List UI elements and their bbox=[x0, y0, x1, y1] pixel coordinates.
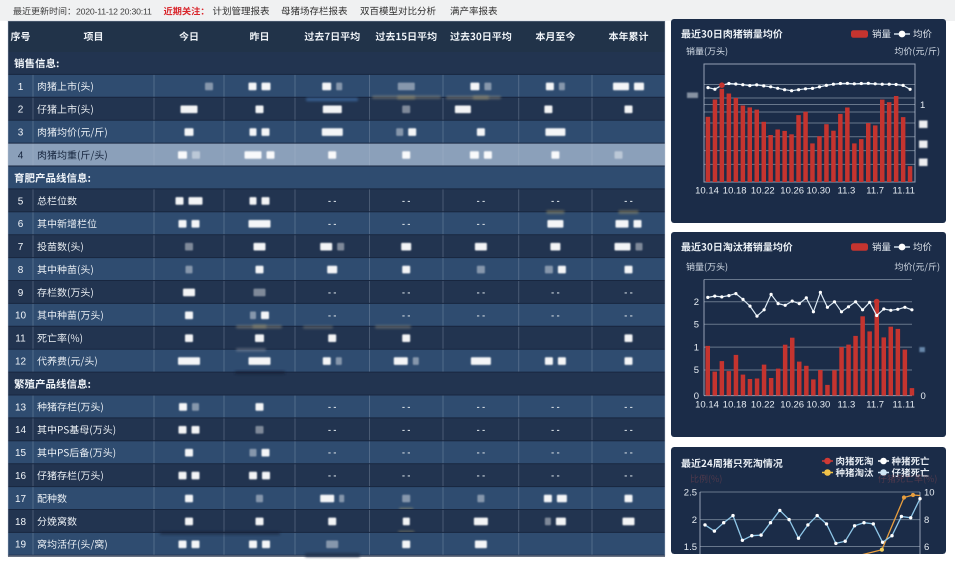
svg-text:- -: - - bbox=[328, 448, 337, 458]
svg-text:12: 12 bbox=[15, 357, 27, 368]
svg-text:- -: - - bbox=[477, 310, 486, 320]
svg-text:11.11: 11.11 bbox=[893, 186, 915, 197]
svg-text:- -: - - bbox=[402, 287, 411, 297]
svg-text:- -: - - bbox=[624, 310, 633, 320]
svg-text:15: 15 bbox=[15, 448, 27, 459]
svg-text:- -: - - bbox=[328, 310, 337, 320]
svg-text:10.30: 10.30 bbox=[807, 186, 831, 197]
svg-text:- -: - - bbox=[551, 287, 560, 297]
svg-text:1.5: 1.5 bbox=[684, 542, 697, 553]
svg-text:11.7: 11.7 bbox=[866, 186, 884, 197]
svg-text:1: 1 bbox=[18, 82, 24, 93]
svg-text:- -: - - bbox=[624, 425, 633, 435]
svg-text:6: 6 bbox=[18, 219, 24, 230]
svg-text:10: 10 bbox=[15, 311, 27, 322]
svg-text:1: 1 bbox=[694, 342, 699, 353]
svg-text:- -: - - bbox=[328, 287, 337, 297]
svg-text:- -: - - bbox=[477, 219, 486, 229]
svg-text:2.5: 2.5 bbox=[684, 487, 697, 498]
svg-text:- -: - - bbox=[551, 196, 560, 206]
svg-text:11: 11 bbox=[15, 334, 26, 345]
svg-text:- -: - - bbox=[551, 425, 560, 435]
svg-text:7: 7 bbox=[18, 242, 24, 253]
svg-text:- -: - - bbox=[624, 471, 633, 481]
svg-text:- -: - - bbox=[551, 310, 560, 320]
svg-text:- -: - - bbox=[624, 196, 633, 206]
svg-text:10.22: 10.22 bbox=[751, 400, 775, 411]
svg-text:6: 6 bbox=[924, 542, 929, 553]
svg-text:1: 1 bbox=[920, 100, 925, 111]
svg-text:- -: - - bbox=[328, 471, 337, 481]
svg-text:- -: - - bbox=[551, 471, 560, 481]
svg-text:2: 2 bbox=[692, 515, 697, 526]
svg-text:2020-11-12 20:30:11: 2020-11-12 20:30:11 bbox=[76, 6, 152, 16]
svg-text:10.30: 10.30 bbox=[807, 400, 831, 411]
svg-text:11.11: 11.11 bbox=[893, 400, 915, 411]
svg-text:- -: - - bbox=[477, 196, 486, 206]
svg-text:- -: - - bbox=[402, 448, 411, 458]
svg-text:10.26: 10.26 bbox=[780, 186, 804, 197]
svg-text:- -: - - bbox=[551, 402, 560, 412]
svg-text:17: 17 bbox=[15, 494, 27, 505]
svg-text:18: 18 bbox=[15, 517, 27, 528]
svg-text:11.7: 11.7 bbox=[866, 400, 884, 411]
svg-text:- -: - - bbox=[624, 287, 633, 297]
svg-text:- -: - - bbox=[477, 402, 486, 412]
svg-text:11.3: 11.3 bbox=[838, 400, 856, 411]
svg-text:- -: - - bbox=[402, 425, 411, 435]
svg-text:5: 5 bbox=[18, 196, 24, 207]
svg-text:2: 2 bbox=[694, 297, 699, 308]
svg-text:- -: - - bbox=[477, 448, 486, 458]
svg-text:8: 8 bbox=[924, 515, 929, 526]
svg-text:10.18: 10.18 bbox=[723, 186, 747, 197]
svg-text:10.26: 10.26 bbox=[780, 400, 804, 411]
svg-text:- -: - - bbox=[624, 448, 633, 458]
svg-text:- -: - - bbox=[477, 287, 486, 297]
svg-text:4: 4 bbox=[18, 151, 24, 162]
svg-text:9: 9 bbox=[18, 288, 24, 299]
svg-text:- -: - - bbox=[477, 471, 486, 481]
svg-text:- -: - - bbox=[328, 219, 337, 229]
svg-text:3: 3 bbox=[18, 128, 24, 139]
svg-text:- -: - - bbox=[328, 196, 337, 206]
svg-text:10: 10 bbox=[924, 487, 935, 498]
svg-text:- -: - - bbox=[402, 402, 411, 412]
svg-text:- -: - - bbox=[328, 402, 337, 412]
svg-text:14: 14 bbox=[15, 425, 27, 436]
svg-text:10.14: 10.14 bbox=[695, 400, 719, 411]
svg-text:19: 19 bbox=[15, 540, 27, 551]
svg-text:16: 16 bbox=[15, 471, 27, 482]
svg-text:13: 13 bbox=[15, 402, 27, 413]
svg-text:8: 8 bbox=[18, 265, 24, 276]
svg-text:- -: - - bbox=[402, 196, 411, 206]
svg-text:11.3: 11.3 bbox=[838, 186, 856, 197]
svg-text:- -: - - bbox=[402, 310, 411, 320]
svg-text:10.14: 10.14 bbox=[695, 186, 719, 197]
svg-text:- -: - - bbox=[477, 425, 486, 435]
svg-text:- -: - - bbox=[328, 425, 337, 435]
svg-text:2: 2 bbox=[18, 105, 24, 116]
svg-text:10.22: 10.22 bbox=[751, 186, 775, 197]
svg-text:- -: - - bbox=[551, 448, 560, 458]
svg-text:- -: - - bbox=[624, 402, 633, 412]
svg-text:- -: - - bbox=[402, 219, 411, 229]
svg-text:5: 5 bbox=[694, 319, 699, 330]
svg-text:0: 0 bbox=[694, 391, 699, 402]
svg-text:0: 0 bbox=[921, 391, 926, 402]
svg-text:10.18: 10.18 bbox=[723, 400, 747, 411]
svg-text:- -: - - bbox=[402, 471, 411, 481]
svg-text:5: 5 bbox=[694, 365, 699, 376]
